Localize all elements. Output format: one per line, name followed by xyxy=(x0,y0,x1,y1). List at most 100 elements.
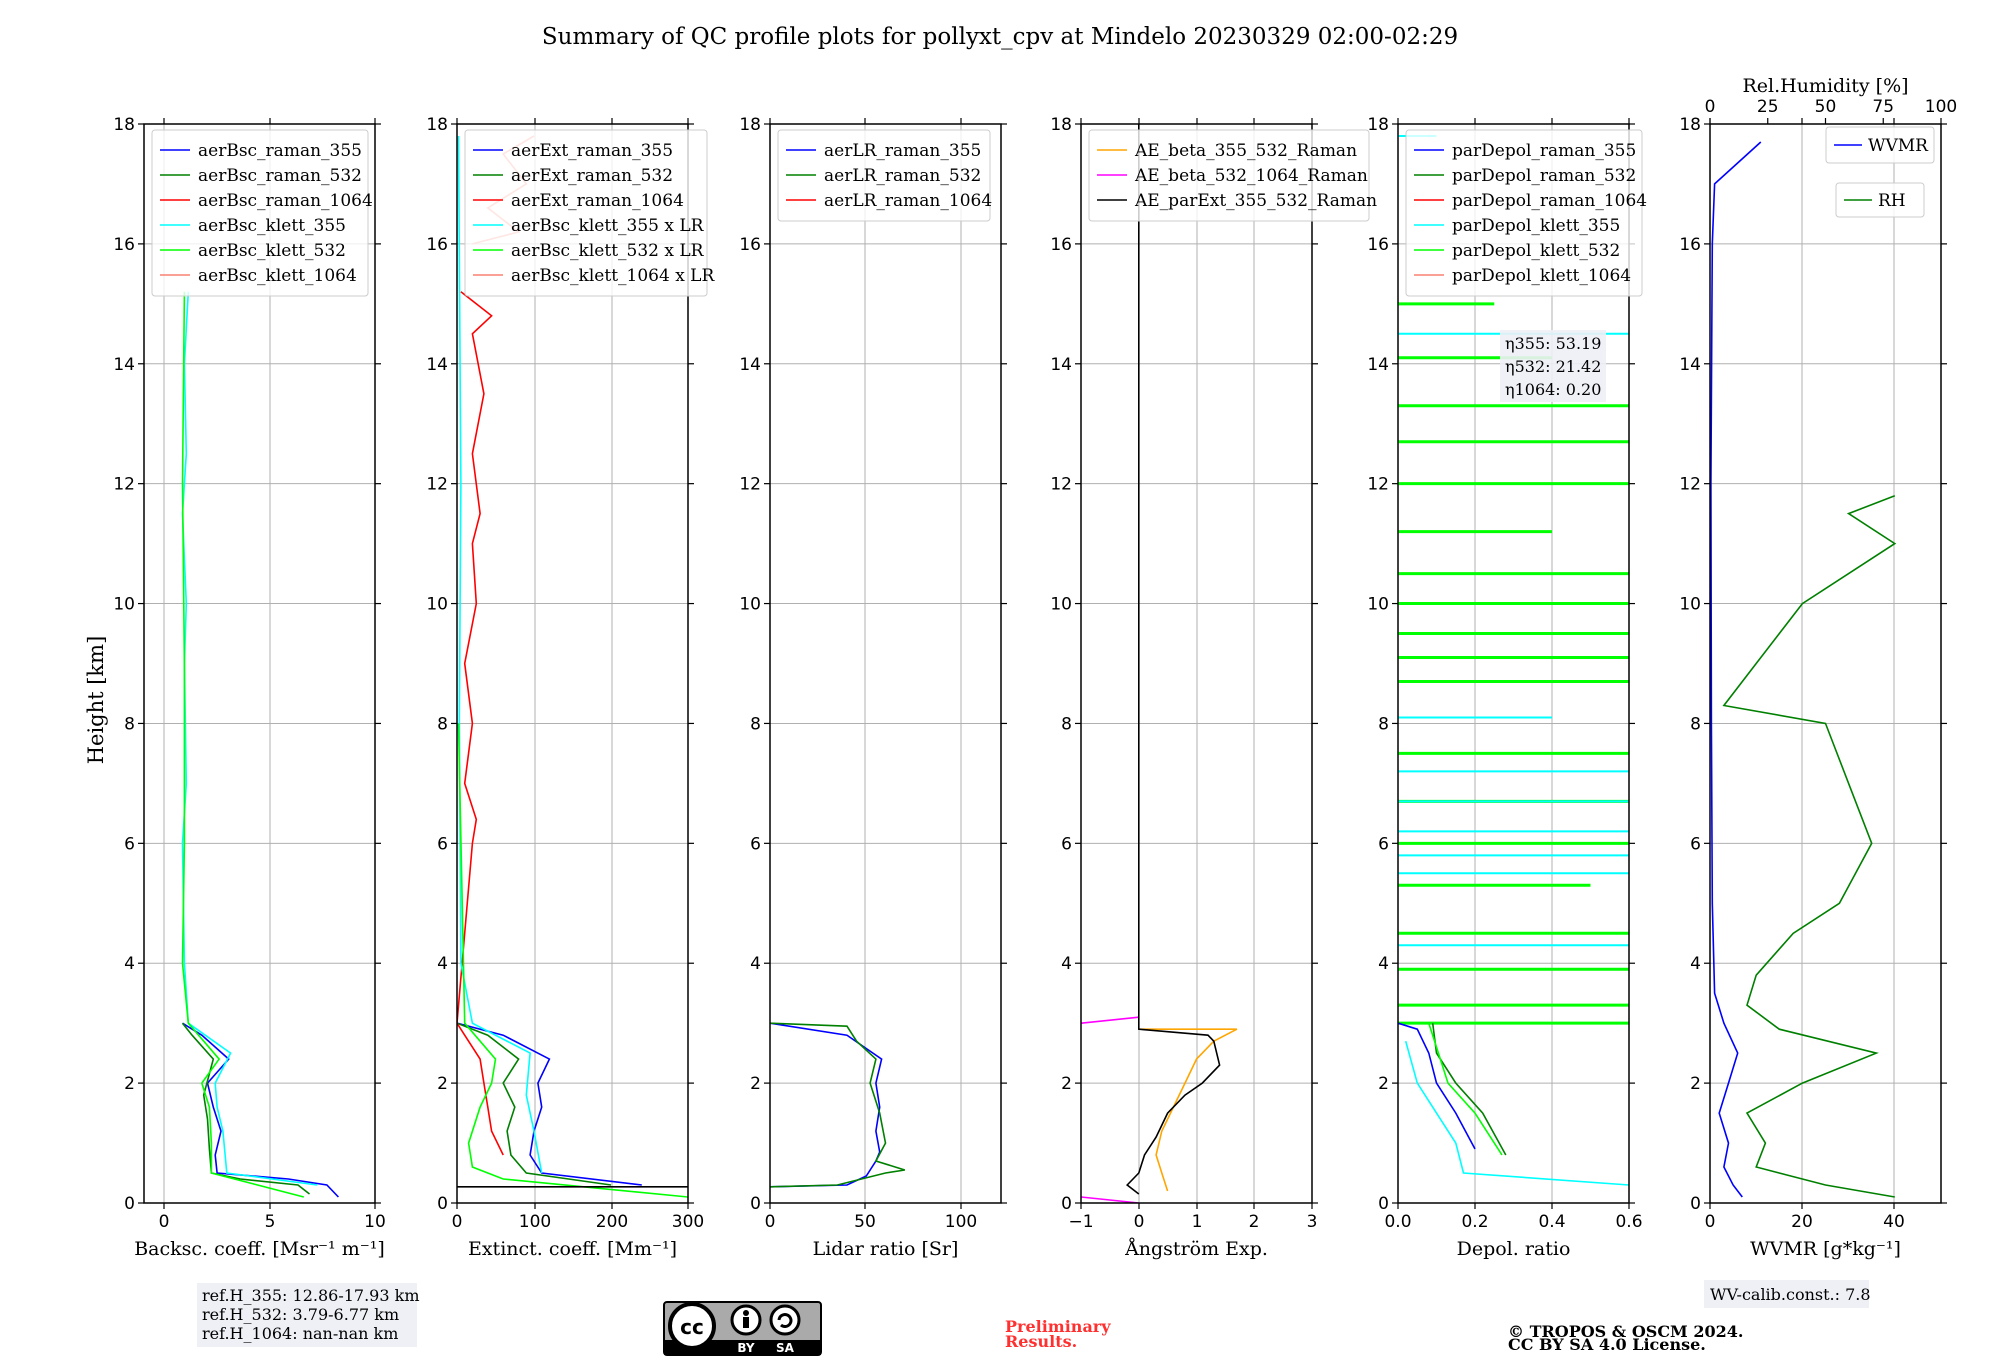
y-tick-label: 12 xyxy=(1367,475,1389,495)
top-axis-label: Rel.Humidity [%] xyxy=(1742,75,1908,97)
x-tick-label: 300 xyxy=(672,1212,704,1232)
y-tick-label: 0 xyxy=(437,1194,448,1214)
legend-bsc: aerBsc_raman_355 aerBsc_raman_532 aerBsc_r… xyxy=(151,129,373,297)
y-tick-label: 12 xyxy=(113,475,135,495)
series-AE_beta_355_532_Raman xyxy=(1138,1028,1238,1192)
series-aerBsc_klett_355 xyxy=(181,291,318,1186)
x-tick-label: 100 xyxy=(519,1212,551,1232)
x-tick-label: 200 xyxy=(596,1212,628,1232)
y-tick-label: 2 xyxy=(1061,1074,1072,1094)
series-aerBsc_raman_532 xyxy=(181,1022,310,1195)
legend-label: aerBsc_raman_355 xyxy=(198,141,362,161)
x-tick-label: 0 xyxy=(159,1212,170,1232)
ref-h-box-bg xyxy=(197,1283,417,1347)
y-tick-label: 10 xyxy=(113,595,135,615)
svg-text:cc: cc xyxy=(680,1315,704,1339)
series-parDepol_raman_355 xyxy=(1398,1022,1476,1150)
series-AE_beta_532_1064_Raman_b xyxy=(1081,1016,1139,1024)
x-tick-label: 5 xyxy=(265,1212,276,1232)
y-tick-label: 10 xyxy=(1367,595,1389,615)
series-aerBsc_klett_532 xyxy=(181,291,305,1198)
panel-lr: 0 50 100 0 2 4 6 8 10 12 14 16 18 Lidar ratio [Sr] aer… xyxy=(739,115,1007,1260)
axes-frame xyxy=(769,123,1002,1204)
series-aerLR_raman_532 xyxy=(770,1022,906,1188)
legend-label: parDepol_raman_355 xyxy=(1452,141,1636,161)
y-tick-label: 12 xyxy=(739,475,761,495)
eta-box-bg xyxy=(1500,330,1606,402)
legend-label: aerLR_raman_1064 xyxy=(824,191,992,211)
y-tick-label: 6 xyxy=(750,834,761,854)
top-tick-label: 0 xyxy=(1705,97,1716,117)
legend-lr: aerLR_raman_355 aerLR_raman_532 aerLR_rama… xyxy=(777,129,992,222)
y-tick-label: 6 xyxy=(1378,834,1389,854)
series-aerBsc_klett_355 x LR xyxy=(457,135,543,1174)
axes-frame xyxy=(143,123,376,1204)
legend-ae: AE_beta_355_532_Raman AE_beta_532_1064_Ra… xyxy=(1088,129,1377,222)
legend-label: aerBsc_klett_1064 xyxy=(198,266,357,286)
y-axis-label: Height [km] xyxy=(84,636,108,765)
panel-ext: 0 100 200 300 0 2 4 6 8 10 12 14 16 18 Extinct. coeff.… xyxy=(426,115,715,1260)
y-tick-label: 14 xyxy=(739,355,761,375)
x-tick-label: 50 xyxy=(854,1212,876,1232)
x-tick-label: 0 xyxy=(765,1212,776,1232)
y-tick-label: 0 xyxy=(1378,1194,1389,1214)
y-tick-label: 18 xyxy=(113,115,135,135)
y-tick-label: 12 xyxy=(1050,475,1072,495)
top-tick-label: 75 xyxy=(1872,97,1894,117)
figure-title: Summary of QC profile plots for pollyxt_… xyxy=(542,24,1458,50)
x-tick-label: 20 xyxy=(1791,1212,1813,1232)
y-tick-label: 4 xyxy=(750,954,761,974)
y-tick-label: 16 xyxy=(426,235,448,255)
y-tick-label: 4 xyxy=(1690,954,1701,974)
legend-label: AE_beta_355_532_Raman xyxy=(1134,141,1357,161)
series-RH xyxy=(1722,494,1897,1198)
y-tick-label: 12 xyxy=(426,475,448,495)
y-tick-label: 0 xyxy=(124,1194,135,1214)
y-tick-label: 10 xyxy=(739,595,761,615)
y-tick-label: 8 xyxy=(124,714,135,734)
x-axis-label-wv: WVMR [g*kg⁻¹] xyxy=(1750,1238,1901,1260)
preliminary-line1: Preliminary xyxy=(1005,1317,1111,1336)
axes-frame xyxy=(456,123,689,1204)
plot-area-ae xyxy=(1081,124,1238,1203)
series-WVMR xyxy=(1710,141,1762,1198)
series-AE_beta_532_1064_Raman xyxy=(1081,1196,1139,1203)
top-tick-label: 100 xyxy=(1925,97,1957,117)
y-tick-label: 16 xyxy=(739,235,761,255)
y-tick-label: 8 xyxy=(750,714,761,734)
y-tick-label: 14 xyxy=(1679,355,1701,375)
preliminary-line2: Results. xyxy=(1005,1332,1077,1351)
x-tick-label: 0.0 xyxy=(1384,1212,1411,1232)
y-tick-label: 18 xyxy=(739,115,761,135)
legend-label: parDepol_raman_532 xyxy=(1452,166,1636,186)
y-tick-label: 14 xyxy=(426,355,448,375)
series-parDepol_klett_355 xyxy=(1404,1040,1629,1186)
legend-label: aerExt_raman_532 xyxy=(511,166,673,186)
x-tick-label: 1 xyxy=(1192,1212,1203,1232)
legend-label: AE_beta_532_1064_Raman xyxy=(1134,166,1368,186)
x-axis-label-bsc: Backsc. coeff. [Msr⁻¹ m⁻¹] xyxy=(134,1238,385,1260)
x-tick-label: −1 xyxy=(1068,1212,1093,1232)
y-tick-label: 6 xyxy=(1061,834,1072,854)
y-tick-label: 12 xyxy=(1679,475,1701,495)
x-tick-label: 100 xyxy=(945,1212,977,1232)
x-tick-label: 0.2 xyxy=(1461,1212,1488,1232)
y-tick-label: 16 xyxy=(1367,235,1389,255)
legend-label: parDepol_raman_1064 xyxy=(1452,191,1647,211)
legend-label: aerBsc_klett_532 x LR xyxy=(511,241,705,261)
y-tick-label: 10 xyxy=(426,595,448,615)
series-aerExt_raman_1064 xyxy=(457,291,504,1156)
copyright-line1: © TROPOS & OSCM 2024. xyxy=(1508,1322,1743,1341)
y-tick-label: 8 xyxy=(1690,714,1701,734)
legend-box xyxy=(1405,129,1643,297)
y-tick-label: 6 xyxy=(437,834,448,854)
legend-label: aerBsc_klett_355 xyxy=(198,216,346,236)
legend-depol: parDepol_raman_355 parDepol_raman_532 parD… xyxy=(1405,129,1647,297)
legend-label: aerBsc_raman_1064 xyxy=(198,191,373,211)
y-tick-label: 4 xyxy=(124,954,135,974)
y-tick-label: 4 xyxy=(1378,954,1389,974)
legend-label: parDepol_klett_1064 xyxy=(1452,266,1631,286)
wv-calib-const: WV-calib.const.: 7.8 xyxy=(1710,1285,1871,1304)
legend-label: aerLR_raman_355 xyxy=(824,141,981,161)
